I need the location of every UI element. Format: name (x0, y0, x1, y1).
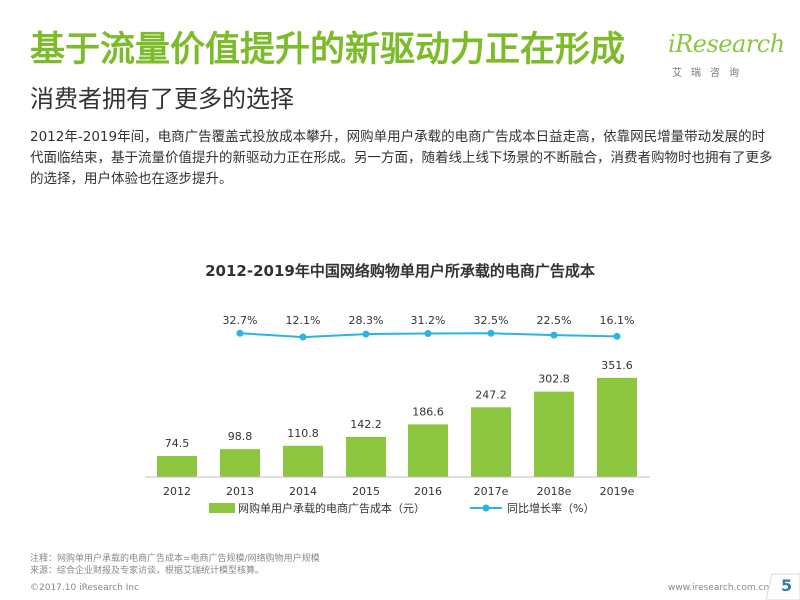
legend-bar-swatch (209, 503, 235, 513)
growth-point-2017e (487, 329, 495, 337)
growth-point-2014 (299, 333, 307, 341)
bar-value-label-2017e: 247.2 (475, 388, 507, 401)
growth-label-2016: 31.2% (411, 314, 446, 327)
bar-2012 (157, 455, 197, 477)
source-text: 来源：综合企业财报及专家访谈，根据艾瑞统计模型核算。 (30, 566, 265, 576)
bar-value-label-2015: 142.2 (350, 418, 382, 431)
website-link[interactable]: www.iresearch.com.cn (668, 583, 770, 593)
logo-chinese: 艾瑞咨询 (672, 68, 748, 79)
growth-label-2018e: 22.5% (537, 314, 572, 327)
legend-line-label: 同比增长率（%） (507, 501, 594, 515)
bar-value-label-2016: 186.6 (412, 405, 444, 418)
bar-value-label-2014: 110.8 (287, 427, 319, 440)
intro-paragraph: 2012年-2019年间，电商广告覆盖式投放成本攀升，网购单用户承载的电商广告成… (30, 129, 773, 187)
x-tick-2012: 2012 (163, 485, 191, 498)
bar-2014 (283, 445, 323, 477)
x-tick-2014: 2014 (289, 485, 317, 498)
chart: 2012-2019年中国网络购物单用户所承载的电商广告成本 74.5 98.8 11… (145, 262, 650, 515)
growth-label-2015: 28.3% (349, 314, 384, 327)
bar-2013 (220, 449, 260, 477)
chart-title: 2012-2019年中国网络购物单用户所承载的电商广告成本 (205, 262, 595, 280)
bar-value-label-2013: 98.8 (228, 430, 253, 443)
page-number: 5 (781, 576, 793, 595)
bar-2018e (534, 391, 574, 477)
page-title: 基于流量价值提升的新驱动力正在形成 (30, 30, 626, 70)
footnotes: 注释：网购单用户承载的电商广告成本=电商广告规模/网络购物用户规模 来源：综合企… (30, 553, 320, 577)
growth-point-2013 (236, 329, 244, 337)
bar-2015 (346, 436, 386, 477)
note-text: 注释：网购单用户承载的电商广告成本=电商广告规模/网络购物用户规模 (30, 554, 320, 564)
x-tick-labels: 2012 2013 2014 2015 2016 2017e 2018e 2019e (163, 485, 635, 498)
bar-2019e (597, 377, 637, 477)
bar-value-label-2019e: 351.6 (601, 359, 633, 372)
bar-2016 (408, 424, 448, 477)
growth-point-2015 (362, 330, 370, 338)
logo-wordmark: iResearch (668, 30, 785, 58)
iresearch-logo: iResearch 艾瑞咨询 (664, 30, 785, 82)
x-tick-2016: 2016 (414, 485, 442, 498)
page-number-tab-shape (766, 573, 800, 600)
x-tick-2017e: 2017e (474, 485, 509, 498)
bar-value-label-2018e: 302.8 (538, 373, 570, 386)
bar-series: 74.5 98.8 110.8 142.2 186.6 247.2 302.8 351.6 (157, 359, 637, 477)
growth-label-2019e: 16.1% (600, 314, 635, 327)
growth-point-2018e (550, 331, 558, 339)
x-tick-2018e: 2018e (537, 485, 572, 498)
growth-point-2019e (613, 332, 621, 340)
bar-2017e (471, 407, 511, 477)
growth-label-2014: 12.1% (286, 314, 321, 327)
copyright: ©2017.10 iResearch Inc (30, 583, 140, 593)
legend-bar-label: 网购单用户承载的电商广告成本（元） (238, 501, 425, 515)
growth-label-2013: 32.7% (223, 314, 258, 327)
growth-line-series: 32.7% 12.1% 28.3% 31.2% 32.5% 22.5% 16.1% (223, 314, 635, 341)
legend-line-marker (482, 504, 490, 512)
x-tick-2013: 2013 (226, 485, 254, 498)
bar-value-label-2012: 74.5 (165, 437, 190, 450)
x-tick-2015: 2015 (352, 485, 380, 498)
page-subtitle: 消费者拥有了更多的选择 (30, 85, 294, 113)
x-tick-2019e: 2019e (600, 485, 635, 498)
growth-point-2016 (424, 330, 432, 338)
growth-label-2017e: 32.5% (474, 314, 509, 327)
